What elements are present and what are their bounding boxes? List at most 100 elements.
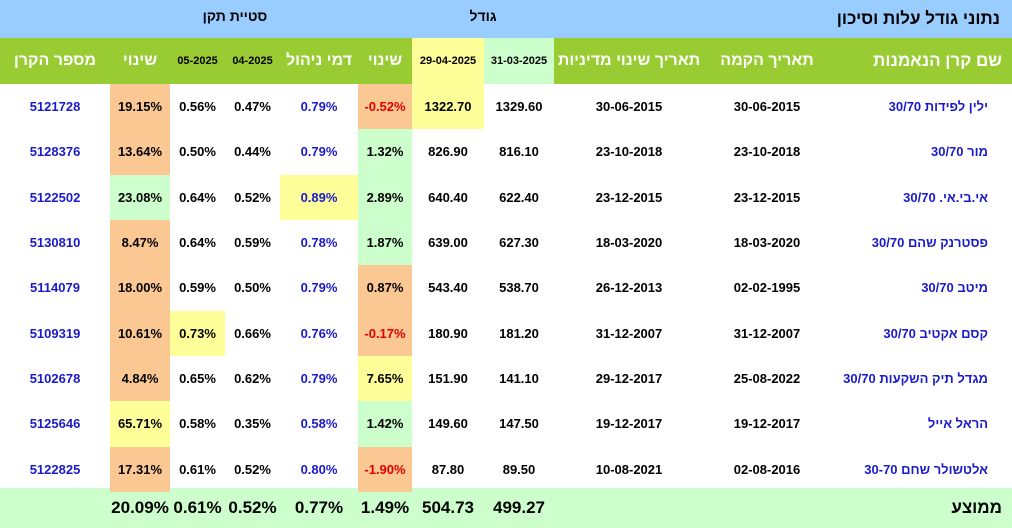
std-change: 19.15% <box>110 84 170 130</box>
size-group-label: גודל <box>469 8 497 24</box>
fund-number: 5130810 <box>29 235 81 251</box>
fund-name: אי.בי.אי. 30/70 <box>903 189 988 205</box>
footer-std2-avg: 0.61% <box>173 498 222 517</box>
footer-row <box>0 488 1012 528</box>
size-change: -1.90% <box>358 446 412 492</box>
std-change: 13.64% <box>110 129 170 175</box>
header-size-date1: 31-03-2025 <box>490 55 548 67</box>
footer-size1-avg: 499.27 <box>493 498 545 517</box>
size-date1: 147.50 <box>499 416 539 432</box>
policy-change-date: 29-12-2017 <box>595 371 663 387</box>
mgmt-fee: 0.79% <box>300 280 338 296</box>
inception-date: 30-06-2015 <box>733 99 801 115</box>
size-change: -0.52% <box>358 84 412 130</box>
policy-change-date: 10-08-2021 <box>595 461 663 477</box>
size-change: 1.87% <box>358 219 412 266</box>
fund-name: הראל אייל <box>927 416 988 432</box>
std-change: 18.00% <box>110 265 170 311</box>
header-std-month1: 04-2025 <box>232 55 273 67</box>
fund-name: ילין לפידות 30/70 <box>888 99 988 115</box>
fund-number: 5121728 <box>29 99 81 115</box>
size-change: -0.17% <box>358 310 412 356</box>
std-change: 23.08% <box>110 174 170 220</box>
policy-change-date: 23-12-2015 <box>595 189 663 205</box>
inception-date: 02-02-1995 <box>733 280 801 296</box>
fund-name: מור 30/70 <box>930 144 988 160</box>
size-change: 0.87% <box>358 265 412 311</box>
std-group-label: סטיית תקן <box>202 8 268 24</box>
size-date1: 816.10 <box>499 144 539 160</box>
std-month1: 0.47% <box>234 99 271 115</box>
inception-date: 02-08-2016 <box>733 461 801 477</box>
mgmt-fee: 0.79% <box>300 144 338 160</box>
footer-std-change-avg: 20.09% <box>111 498 169 517</box>
std-month1: 0.62% <box>234 371 271 387</box>
size-date1: 622.40 <box>499 189 539 205</box>
size-date1: 89.50 <box>502 461 536 477</box>
policy-change-date: 19-12-2017 <box>595 416 663 432</box>
inception-date: 18-03-2020 <box>733 235 801 251</box>
std-month1: 0.59% <box>234 235 271 251</box>
inception-date: 23-10-2018 <box>733 144 801 160</box>
std-month1: 0.50% <box>234 280 271 296</box>
mgmt-fee: 0.79% <box>300 371 338 387</box>
std-change: 10.61% <box>110 310 170 356</box>
inception-date: 31-12-2007 <box>733 325 801 341</box>
std-month2: 0.56% <box>179 99 216 115</box>
size-date1: 627.30 <box>499 235 539 251</box>
std-month2: 0.59% <box>179 280 216 296</box>
fund-name: אלטשולר שחם 30-70 <box>864 461 988 477</box>
header-size-date2: 29-04-2025 <box>419 55 477 67</box>
header-std-change: שינוי <box>122 52 158 69</box>
header-std-month2: 05-2025 <box>177 55 218 67</box>
size-date2: 543.40 <box>428 280 468 296</box>
size-date2: 826.90 <box>428 144 468 160</box>
size-date2: 1322.70 <box>412 84 484 130</box>
fund-name: קסם אקטיב 30/70 <box>883 325 988 341</box>
std-month2: 0.61% <box>179 461 216 477</box>
fund-name: מגדל תיק השקעות 30/70 <box>843 371 988 387</box>
mgmt-fee: 0.78% <box>300 235 338 251</box>
fund-name: פסטרנק שהם 30/70 <box>871 235 988 251</box>
fund-number: 5128376 <box>29 144 81 160</box>
header-date2-bg <box>412 38 484 84</box>
size-date1: 538.70 <box>499 280 539 296</box>
footer-size2-avg: 504.73 <box>422 498 474 517</box>
std-month1: 0.66% <box>234 325 271 341</box>
std-change: 4.84% <box>110 355 170 402</box>
std-month1: 0.52% <box>234 189 271 205</box>
std-month1: 0.35% <box>234 416 271 432</box>
size-date2: 180.90 <box>428 325 468 341</box>
size-change: 1.42% <box>358 401 412 447</box>
size-date1: 1329.60 <box>495 99 543 115</box>
std-change: 17.31% <box>110 446 170 492</box>
mgmt-fee: 0.58% <box>300 416 338 432</box>
fund-number: 5122502 <box>29 189 81 205</box>
size-change: 1.32% <box>358 129 412 175</box>
size-date1: 141.10 <box>499 371 539 387</box>
footer-std1-avg: 0.52% <box>228 498 277 517</box>
policy-change-date: 30-06-2015 <box>595 99 663 115</box>
table-title: נתוני גודל עלות וסיכון <box>836 9 1000 28</box>
header-mgmt-fee: דמי ניהול <box>286 52 352 69</box>
header-date1-bg <box>484 38 554 84</box>
std-month2: 0.73% <box>170 310 225 356</box>
fund-number: 5109319 <box>29 325 81 341</box>
size-date2: 87.80 <box>431 461 465 477</box>
inception-date: 19-12-2017 <box>733 416 801 432</box>
std-change: 65.71% <box>110 401 170 447</box>
mgmt-fee: 0.76% <box>300 325 338 341</box>
std-month2: 0.64% <box>179 235 216 251</box>
policy-change-date: 23-10-2018 <box>595 144 663 160</box>
std-month2: 0.58% <box>179 416 216 432</box>
size-date2: 639.00 <box>428 235 468 251</box>
fund-number: 5102678 <box>29 371 81 387</box>
title-bar <box>0 0 1012 38</box>
size-date2: 151.90 <box>428 371 468 387</box>
size-change: 7.65% <box>358 355 412 402</box>
size-date1: 181.20 <box>499 325 539 341</box>
policy-change-date: 26-12-2013 <box>595 280 663 296</box>
mgmt-fee: 0.79% <box>300 99 338 115</box>
inception-date: 23-12-2015 <box>733 189 801 205</box>
std-month1: 0.52% <box>234 461 271 477</box>
